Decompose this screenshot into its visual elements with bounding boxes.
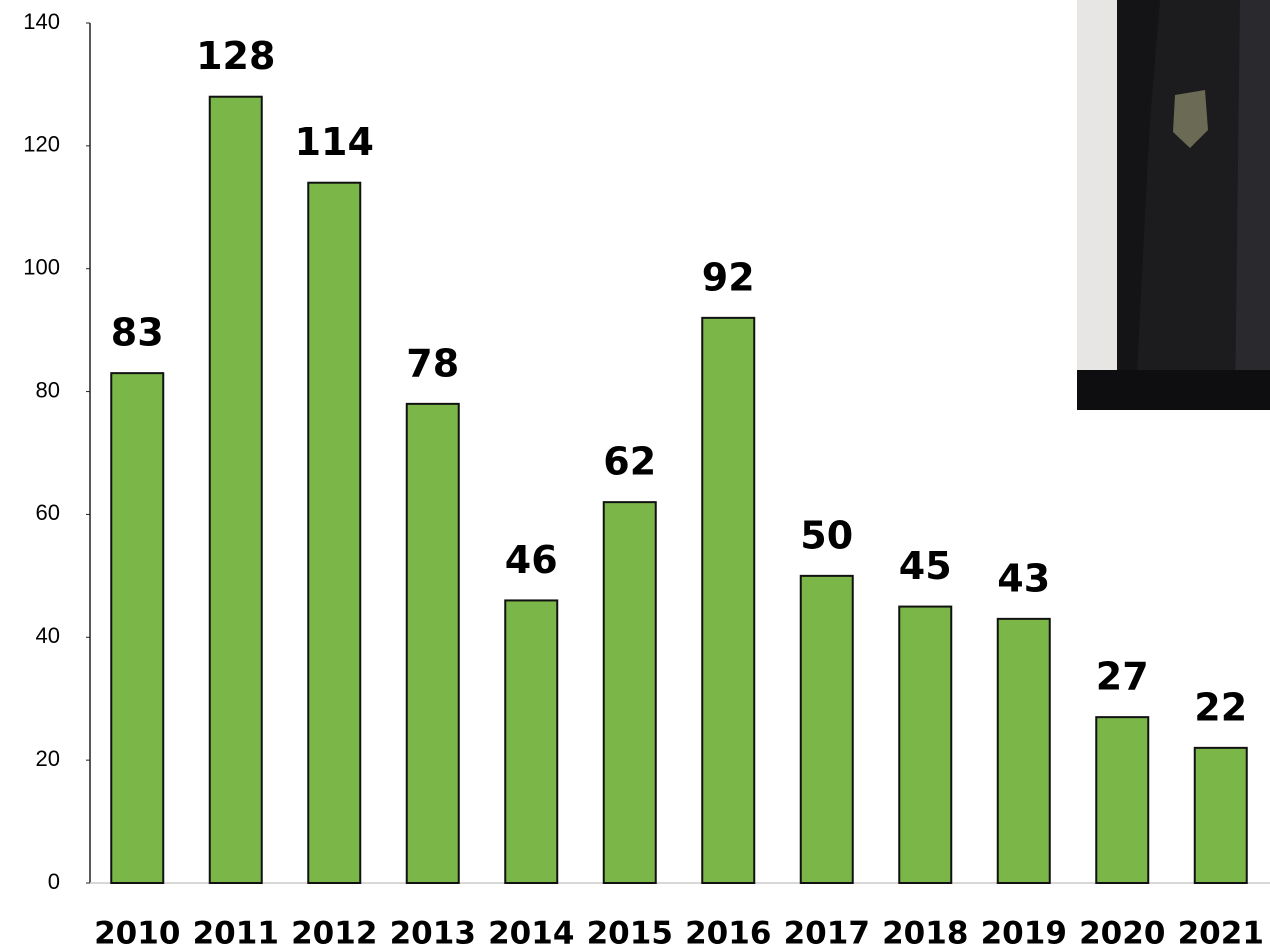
- x-tick-label: 2017: [784, 916, 870, 951]
- y-tick-label: 120: [23, 132, 60, 157]
- value-label: 92: [702, 255, 755, 299]
- y-tick-label: 20: [36, 746, 60, 771]
- y-tick-label: 0: [48, 869, 60, 894]
- chart: 0 20 40 60 80 100 120 140 2010 83 2011 128 2012 114 20…: [0, 0, 1270, 951]
- bar: [801, 576, 853, 883]
- x-tick-label: 2012: [291, 916, 377, 951]
- bar: [111, 373, 163, 883]
- value-label: 62: [603, 440, 656, 484]
- value-label: 27: [1096, 655, 1149, 699]
- bar: [505, 600, 557, 883]
- y-tick-label: 60: [36, 500, 60, 525]
- value-label: 43: [997, 556, 1050, 600]
- x-tick-label: 2021: [1178, 916, 1264, 951]
- y-tick-label: 40: [36, 623, 60, 648]
- x-tick-label: 2011: [193, 916, 279, 951]
- x-tick-label: 2015: [587, 916, 673, 951]
- x-tick-label: 2013: [390, 916, 476, 951]
- x-tick-label: 2018: [882, 916, 968, 951]
- bar: [604, 502, 656, 883]
- x-tick-label: 2010: [94, 916, 180, 951]
- bar: [702, 318, 754, 883]
- value-label: 22: [1194, 685, 1247, 729]
- value-label: 45: [899, 544, 952, 588]
- value-label: 128: [196, 34, 275, 78]
- x-tick-label: 2019: [981, 916, 1067, 951]
- value-label: 46: [505, 538, 558, 582]
- y-tick-label: 80: [36, 377, 60, 402]
- x-tick-label: 2016: [685, 916, 771, 951]
- photo: [1077, 0, 1270, 410]
- bar: [998, 619, 1050, 883]
- bar: [1195, 748, 1247, 883]
- value-label: 114: [295, 120, 374, 164]
- bar: [210, 97, 262, 883]
- bar: [899, 607, 951, 883]
- value-label: 83: [111, 311, 164, 355]
- x-tick-label: 2014: [488, 916, 574, 951]
- bar: [407, 404, 459, 883]
- y-tick-label: 100: [23, 255, 60, 280]
- bar: [1096, 717, 1148, 883]
- value-label: 78: [406, 341, 459, 385]
- y-tick-label: 140: [23, 9, 60, 34]
- x-tick-label: 2020: [1079, 916, 1165, 951]
- value-label: 50: [800, 513, 853, 557]
- bar: [308, 183, 360, 883]
